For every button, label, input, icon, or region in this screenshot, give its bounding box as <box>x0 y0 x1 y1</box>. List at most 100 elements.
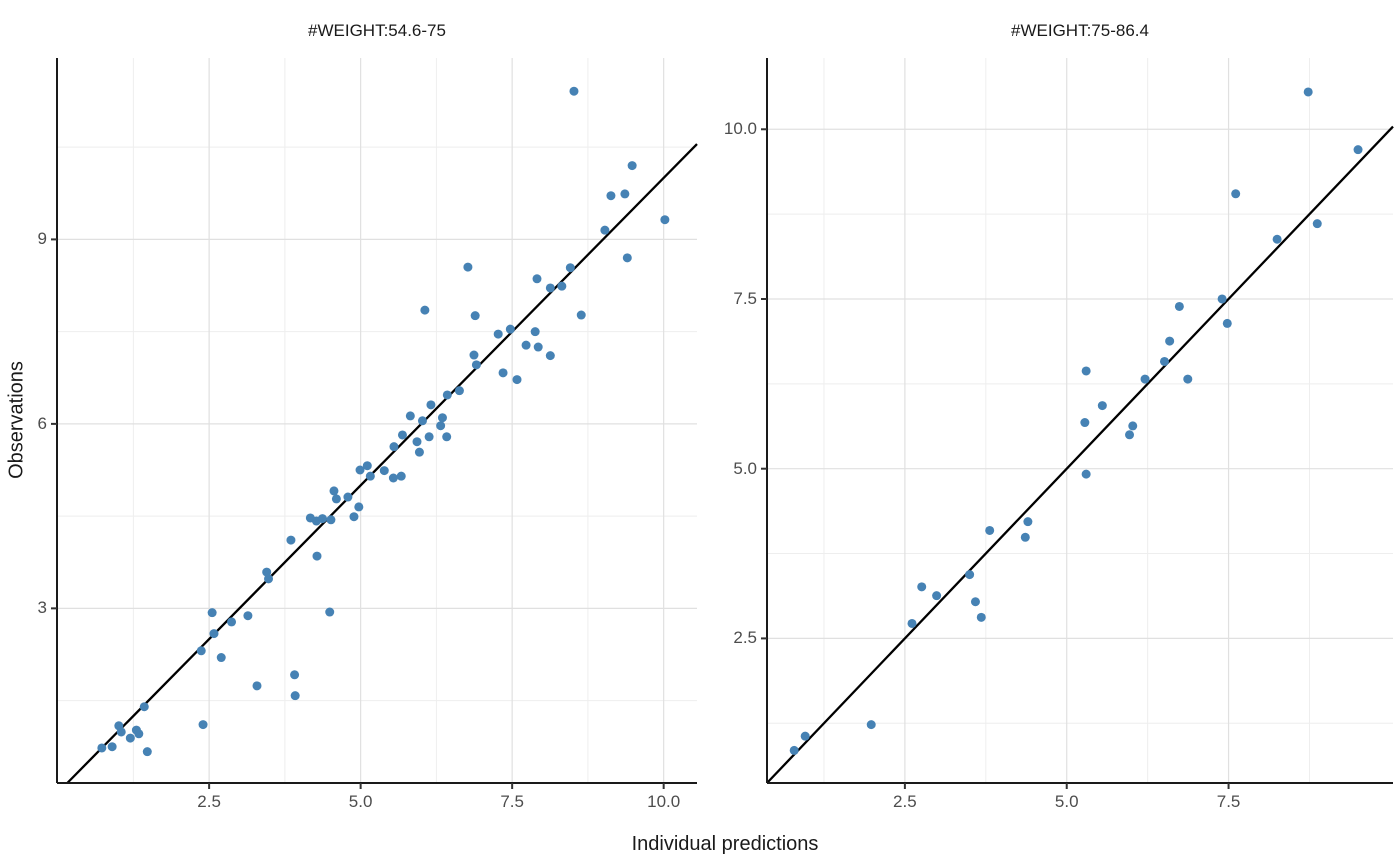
data-point <box>493 329 503 339</box>
data-point <box>354 502 364 512</box>
axis-lines <box>766 58 1393 784</box>
data-point <box>365 471 375 481</box>
data-point <box>557 281 567 291</box>
data-point <box>463 262 473 272</box>
data-point <box>216 653 226 663</box>
x-axis-title: Individual predictions <box>631 833 819 855</box>
data-point <box>470 311 480 321</box>
data-point <box>622 253 632 263</box>
data-point <box>469 350 479 360</box>
data-point <box>389 442 399 452</box>
data-point <box>932 591 942 601</box>
data-point <box>1097 401 1107 411</box>
data-point <box>1081 366 1091 376</box>
data-point <box>1128 421 1138 431</box>
data-point <box>349 512 359 522</box>
y-tick-label: 3 <box>37 598 47 618</box>
facet-title-left: #WEIGHT:54.6-75 <box>308 21 446 40</box>
data-point <box>620 189 630 199</box>
data-point <box>1183 374 1193 384</box>
data-points <box>97 86 670 757</box>
data-point <box>1174 301 1184 311</box>
data-point <box>243 611 253 621</box>
data-point <box>424 432 434 442</box>
data-point <box>396 471 406 481</box>
data-point <box>965 570 975 580</box>
x-tick-label: 10.0 <box>647 792 681 811</box>
x-tick-label: 7.5 <box>1216 792 1241 811</box>
data-point <box>1165 336 1175 346</box>
data-point <box>262 567 272 577</box>
data-point <box>388 473 398 483</box>
data-point <box>1140 374 1150 384</box>
y-tick-label: 6 <box>37 413 47 433</box>
data-point <box>442 432 452 442</box>
data-point <box>917 582 927 592</box>
data-point <box>405 411 415 421</box>
data-point <box>1353 145 1363 155</box>
data-point <box>789 745 799 755</box>
data-point <box>290 670 300 680</box>
data-point <box>1231 189 1241 199</box>
data-point <box>600 225 610 235</box>
data-point <box>196 646 206 656</box>
data-point <box>866 720 876 730</box>
data-point <box>907 618 917 628</box>
data-point <box>532 274 542 284</box>
data-point <box>976 612 986 622</box>
data-point <box>227 617 237 627</box>
x-tick-label: 2.5 <box>197 792 221 811</box>
data-point <box>329 486 339 496</box>
data-point <box>142 747 152 757</box>
data-point <box>545 283 555 293</box>
data-point <box>627 161 637 171</box>
data-point <box>530 327 540 337</box>
data-point <box>576 310 586 320</box>
data-point <box>800 731 810 741</box>
data-point <box>286 535 296 545</box>
data-point <box>417 416 427 426</box>
data-point <box>264 574 274 584</box>
data-point <box>252 681 262 691</box>
gridlines-major <box>767 58 1393 783</box>
facet-title-right: #WEIGHT:75-86.4 <box>1011 21 1149 40</box>
data-point <box>569 86 579 96</box>
data-point <box>521 340 531 350</box>
data-point <box>426 400 436 410</box>
tick-marks <box>761 128 1230 789</box>
data-point <box>362 461 372 471</box>
data-point <box>985 525 995 535</box>
x-tick-label: 5.0 <box>348 792 373 811</box>
data-point <box>1303 87 1313 97</box>
data-point <box>355 465 365 475</box>
data-point <box>420 305 430 315</box>
y-tick-label: 10.0 <box>723 119 757 139</box>
data-point <box>533 342 543 352</box>
data-point <box>209 629 219 639</box>
data-point <box>343 492 353 502</box>
data-point <box>1020 532 1030 542</box>
y-tick-label: 9 <box>37 229 47 249</box>
data-point <box>660 215 670 225</box>
data-point <box>97 743 107 753</box>
data-point <box>565 263 575 273</box>
identity-line <box>766 125 1394 784</box>
data-point <box>437 413 447 423</box>
data-point <box>1080 418 1090 428</box>
data-point <box>1023 517 1033 527</box>
data-point <box>397 430 407 440</box>
data-point <box>442 390 452 400</box>
data-point <box>1217 294 1227 304</box>
gridlines-major <box>57 58 697 783</box>
data-point <box>207 608 217 618</box>
data-point <box>545 351 555 361</box>
data-point <box>414 447 424 457</box>
data-point <box>1159 356 1169 366</box>
data-point <box>454 386 464 396</box>
data-point <box>1312 219 1322 229</box>
data-point <box>198 720 208 730</box>
data-point <box>512 375 522 385</box>
scatter-panel-right <box>761 58 1394 789</box>
data-point <box>471 360 481 370</box>
